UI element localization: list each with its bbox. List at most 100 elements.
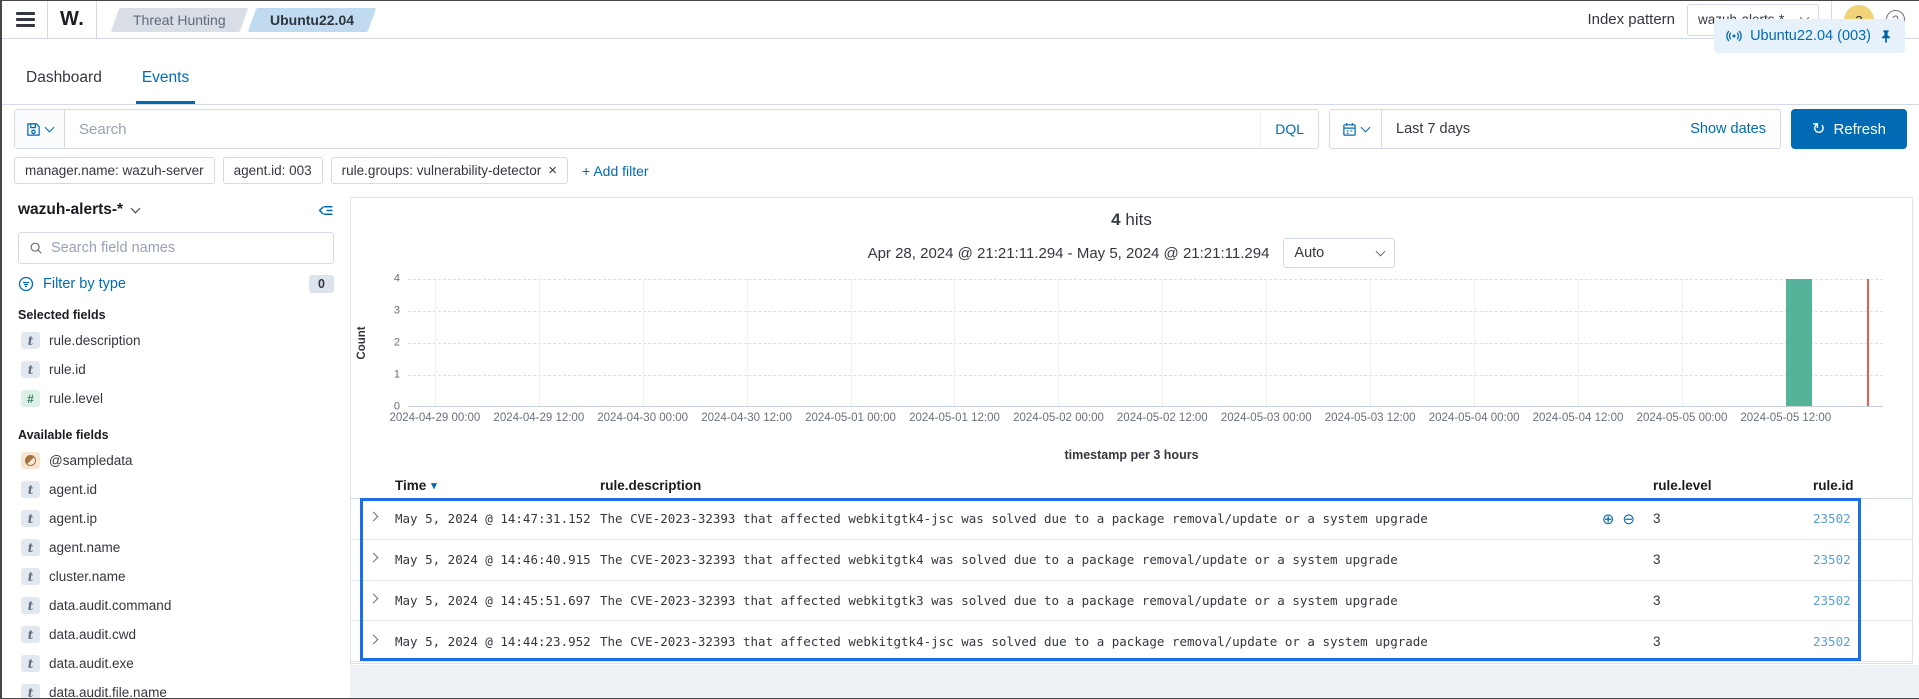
filter-chip[interactable]: manager.name: wazuh-server — [14, 157, 215, 184]
cell-rule-description: The CVE-2023-32393 that affected webkitg… — [600, 510, 1645, 528]
expand-row-icon[interactable] — [368, 552, 378, 563]
wazuh-logo[interactable]: W. — [60, 8, 84, 31]
tab-events[interactable]: Events — [135, 55, 196, 104]
index-pattern-label: Index pattern — [1587, 11, 1675, 28]
sidebar-index-pattern-label: wazuh-alerts-* — [18, 201, 124, 218]
field-search-input[interactable] — [51, 240, 323, 256]
rule-id-link[interactable]: 23502 — [1813, 511, 1851, 527]
expand-row-icon[interactable] — [368, 593, 378, 604]
date-quick-select-button[interactable] — [1330, 110, 1382, 148]
search-bar-group: DQL — [14, 109, 1319, 149]
filter-by-type-label: Filter by type — [43, 276, 126, 292]
refresh-button[interactable]: ↻ Refresh — [1791, 109, 1907, 149]
field-name: agent.name — [49, 540, 121, 555]
field-item[interactable]: t cluster.name — [18, 562, 334, 591]
interval-value: Auto — [1294, 245, 1325, 261]
show-dates-button[interactable]: Show dates — [1690, 121, 1766, 137]
grid-line — [642, 279, 644, 406]
chevron-down-icon — [130, 203, 141, 213]
menu-icon[interactable] — [16, 12, 35, 27]
field-item[interactable]: t agent.ip — [18, 504, 334, 533]
x-axis-tick: 2024-04-29 12:00 — [493, 412, 585, 424]
column-header-rule-level[interactable]: rule.level — [1653, 477, 1712, 493]
saved-queries-button[interactable] — [15, 110, 65, 148]
filter-chip[interactable]: rule.groups: vulnerability-detector × — [330, 157, 569, 184]
grid-line — [408, 279, 1883, 280]
filter-chip[interactable]: agent.id: 003 — [222, 157, 323, 184]
y-axis-tick: 4 — [393, 272, 400, 285]
rule-id-link[interactable]: 23502 — [1813, 633, 1851, 649]
grid-line — [538, 279, 540, 406]
text-field-icon: t — [21, 684, 40, 698]
pin-icon[interactable] — [1879, 29, 1893, 44]
time-range-value[interactable]: Last 7 days — [1396, 121, 1471, 137]
remove-filter-icon[interactable]: × — [548, 161, 558, 179]
grid-line — [408, 343, 1883, 344]
agent-selector-button[interactable]: Ubuntu22.04 (003) — [1714, 19, 1905, 53]
grid-line — [746, 279, 748, 406]
collapse-sidebar-icon[interactable] — [317, 202, 334, 219]
rule-description-text: The CVE-2023-32393 that affected webkitg… — [600, 592, 1398, 608]
agent-button-label: Ubuntu22.04 (003) — [1750, 28, 1871, 44]
field-item[interactable]: t data.audit.file.name — [18, 678, 334, 698]
logo-text: W. — [60, 8, 85, 30]
expand-row-icon[interactable] — [368, 634, 378, 645]
field-name: rule.id — [49, 362, 86, 377]
field-item[interactable]: @sampledata — [18, 446, 334, 475]
add-filter-button[interactable]: + Add filter — [582, 162, 649, 179]
field-item[interactable]: t data.audit.exe — [18, 649, 334, 678]
text-field-icon: t — [21, 655, 40, 672]
column-header-time[interactable]: Time ▾ — [395, 477, 437, 493]
x-axis-tick: 2024-05-02 12:00 — [1116, 412, 1208, 424]
grid-line — [1370, 279, 1372, 406]
column-header-rule-description[interactable]: rule.description — [600, 477, 702, 493]
field-item[interactable]: # rule.level — [18, 384, 334, 413]
field-item[interactable]: t rule.description — [18, 326, 334, 355]
row-filter-actions: ⊕ ⊖ — [1602, 510, 1645, 528]
histogram-bar[interactable] — [1785, 279, 1812, 406]
field-item[interactable]: t rule.id — [18, 355, 334, 384]
text-field-icon: t — [21, 597, 40, 614]
field-item[interactable]: t agent.name — [18, 533, 334, 562]
rule-id-link[interactable]: 23502 — [1813, 592, 1851, 608]
field-name: cluster.name — [49, 569, 126, 584]
x-axis-caption: timestamp per 3 hours — [1064, 448, 1199, 462]
breadcrumb-item[interactable]: Threat Hunting — [110, 7, 249, 32]
field-item[interactable]: t data.audit.cwd — [18, 620, 334, 649]
divider — [47, 1, 48, 38]
filter-by-type-button[interactable]: Filter by type 0 — [18, 275, 334, 293]
interval-select[interactable]: Auto — [1283, 238, 1396, 268]
dql-button[interactable]: DQL — [1260, 110, 1318, 148]
field-item[interactable]: t data.audit.command — [18, 591, 334, 620]
filter-chip-label: rule.groups: vulnerability-detector — [341, 163, 542, 178]
column-header-rule-id[interactable]: rule.id — [1813, 477, 1854, 493]
cell-rule-level: 3 — [1645, 634, 1805, 649]
cell-rule-level: 3 — [1645, 593, 1805, 608]
y-axis-tick: 2 — [393, 336, 400, 349]
breadcrumb-item[interactable]: Ubuntu22.04 — [247, 7, 377, 32]
rule-id-link[interactable]: 23502 — [1813, 552, 1851, 568]
histogram-chart[interactable]: Count 0 1 2 3 4 2024-04-29 00:00 2024-04-29 12… — [356, 272, 1883, 424]
search-input[interactable] — [65, 110, 1261, 148]
cell-time: May 5, 2024 @ 14:47:31.152 — [395, 511, 591, 527]
x-axis-tick: 2024-05-04 00:00 — [1428, 412, 1520, 424]
hits-summary: 4 hits — [351, 210, 1912, 230]
sidebar-index-pattern[interactable]: wazuh-alerts-* — [18, 201, 334, 219]
field-name: data.audit.exe — [49, 656, 134, 671]
y-axis-tick: 1 — [393, 368, 400, 381]
table-row: May 5, 2024 @ 14:47:31.152 The CVE-2023-3… — [351, 499, 1912, 540]
tab-dashboard[interactable]: Dashboard — [26, 69, 102, 86]
grid-line — [850, 279, 852, 406]
module-tab-bar: Dashboard Events — [2, 39, 1919, 105]
x-axis-tick: 2024-04-30 00:00 — [597, 412, 689, 424]
grid-line — [1681, 279, 1683, 406]
rule-description-text: The CVE-2023-32393 that affected webkitg… — [600, 633, 1428, 649]
rule-level-value: 3 — [1653, 552, 1661, 568]
filter-for-value-icon[interactable]: ⊕ — [1601, 510, 1615, 528]
field-item[interactable]: t agent.id — [18, 475, 334, 504]
expand-row-icon[interactable] — [368, 511, 378, 522]
filter-out-value-icon[interactable]: ⊖ — [1622, 510, 1635, 528]
cell-rule-level: 3 — [1645, 511, 1805, 526]
text-field-icon: t — [21, 539, 40, 556]
table-header: Time ▾ rule.description rule.level rule.… — [351, 472, 1912, 499]
